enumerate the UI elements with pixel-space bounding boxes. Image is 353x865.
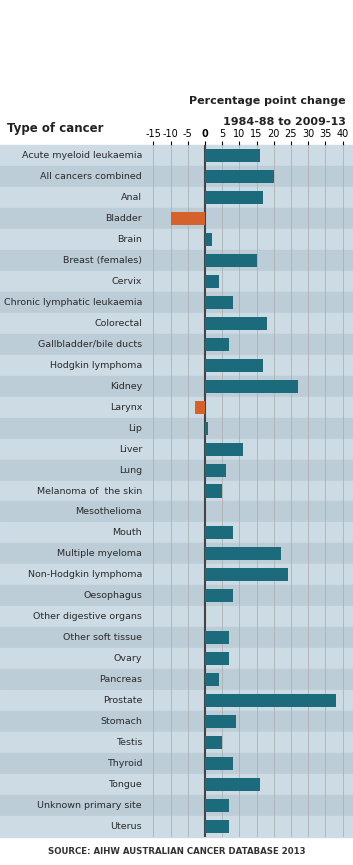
Bar xyxy=(205,548,281,561)
Text: Chronic lymphatic leukaemia: Chronic lymphatic leukaemia xyxy=(4,298,142,307)
Bar xyxy=(205,170,274,183)
Text: Change in five-year survival: Change in five-year survival xyxy=(11,17,319,36)
Text: 1984-88 to 2009-13: 1984-88 to 2009-13 xyxy=(223,117,346,127)
Text: Other soft tissue: Other soft tissue xyxy=(63,633,142,643)
Text: Lip: Lip xyxy=(128,424,142,432)
Text: SOURCE: AIHW AUSTRALIAN CANCER DATABASE 2013: SOURCE: AIHW AUSTRALIAN CANCER DATABASE … xyxy=(48,847,305,855)
Text: Hodgkin lymphoma: Hodgkin lymphoma xyxy=(50,361,142,369)
Text: Other digestive organs: Other digestive organs xyxy=(33,612,142,621)
Text: Melanoma of  the skin: Melanoma of the skin xyxy=(37,486,142,496)
Text: Mesothelioma: Mesothelioma xyxy=(76,508,142,516)
Text: Non-Hodgkin lymphoma: Non-Hodgkin lymphoma xyxy=(28,570,142,580)
Bar xyxy=(205,296,233,309)
Bar xyxy=(170,212,205,225)
Text: Mouth: Mouth xyxy=(113,529,142,537)
Bar xyxy=(205,191,263,204)
Bar xyxy=(205,149,260,162)
Text: Breast (females): Breast (females) xyxy=(63,256,142,265)
Text: Stomach: Stomach xyxy=(100,717,142,726)
Text: Larynx: Larynx xyxy=(110,402,142,412)
Bar xyxy=(205,337,229,350)
Bar xyxy=(205,652,229,665)
Bar xyxy=(205,568,288,581)
Bar xyxy=(205,799,229,812)
Bar xyxy=(205,253,257,266)
Bar xyxy=(205,715,236,728)
Text: Kidney: Kidney xyxy=(110,381,142,391)
Bar xyxy=(205,527,233,540)
Bar xyxy=(205,820,229,833)
Text: Thyroid: Thyroid xyxy=(107,759,142,768)
Text: Colorectal: Colorectal xyxy=(94,318,142,328)
Text: Prostate: Prostate xyxy=(103,696,142,705)
Bar xyxy=(205,380,298,393)
Text: Oesophagus: Oesophagus xyxy=(83,592,142,600)
Bar xyxy=(205,443,243,456)
Text: Lung: Lung xyxy=(119,465,142,475)
Text: Type of cancer: Type of cancer xyxy=(7,122,103,135)
Bar xyxy=(205,736,222,749)
Bar xyxy=(205,589,233,602)
Text: Uterus: Uterus xyxy=(110,822,142,831)
Text: Ovary: Ovary xyxy=(114,654,142,663)
Text: Liver: Liver xyxy=(119,445,142,453)
Bar xyxy=(205,359,263,372)
Text: Multiple myeloma: Multiple myeloma xyxy=(57,549,142,559)
Bar xyxy=(195,400,205,413)
Bar xyxy=(205,421,208,434)
Text: Cervix: Cervix xyxy=(112,277,142,285)
Text: Brain: Brain xyxy=(117,235,142,244)
Bar xyxy=(205,464,226,477)
Text: Anal: Anal xyxy=(121,193,142,202)
Text: Unknown primary site: Unknown primary site xyxy=(37,801,142,810)
Bar xyxy=(205,317,267,330)
Text: Acute myeloid leukaemia: Acute myeloid leukaemia xyxy=(22,151,142,160)
Text: Tongue: Tongue xyxy=(108,780,142,789)
Bar xyxy=(205,673,219,686)
Text: Percentage point change: Percentage point change xyxy=(189,96,346,106)
Text: Pancreas: Pancreas xyxy=(99,676,142,684)
Bar xyxy=(205,631,229,644)
Text: rates for different cancers: rates for different cancers xyxy=(11,61,301,80)
Text: Testis: Testis xyxy=(116,738,142,747)
Text: Bladder: Bladder xyxy=(105,214,142,223)
Bar xyxy=(205,275,219,288)
Text: Gallbladder/bile ducts: Gallbladder/bile ducts xyxy=(38,340,142,349)
Bar xyxy=(205,757,233,770)
Bar xyxy=(205,484,222,497)
Bar xyxy=(205,695,336,708)
Text: All cancers combined: All cancers combined xyxy=(40,172,142,181)
Bar xyxy=(205,778,260,791)
Bar xyxy=(205,233,212,246)
